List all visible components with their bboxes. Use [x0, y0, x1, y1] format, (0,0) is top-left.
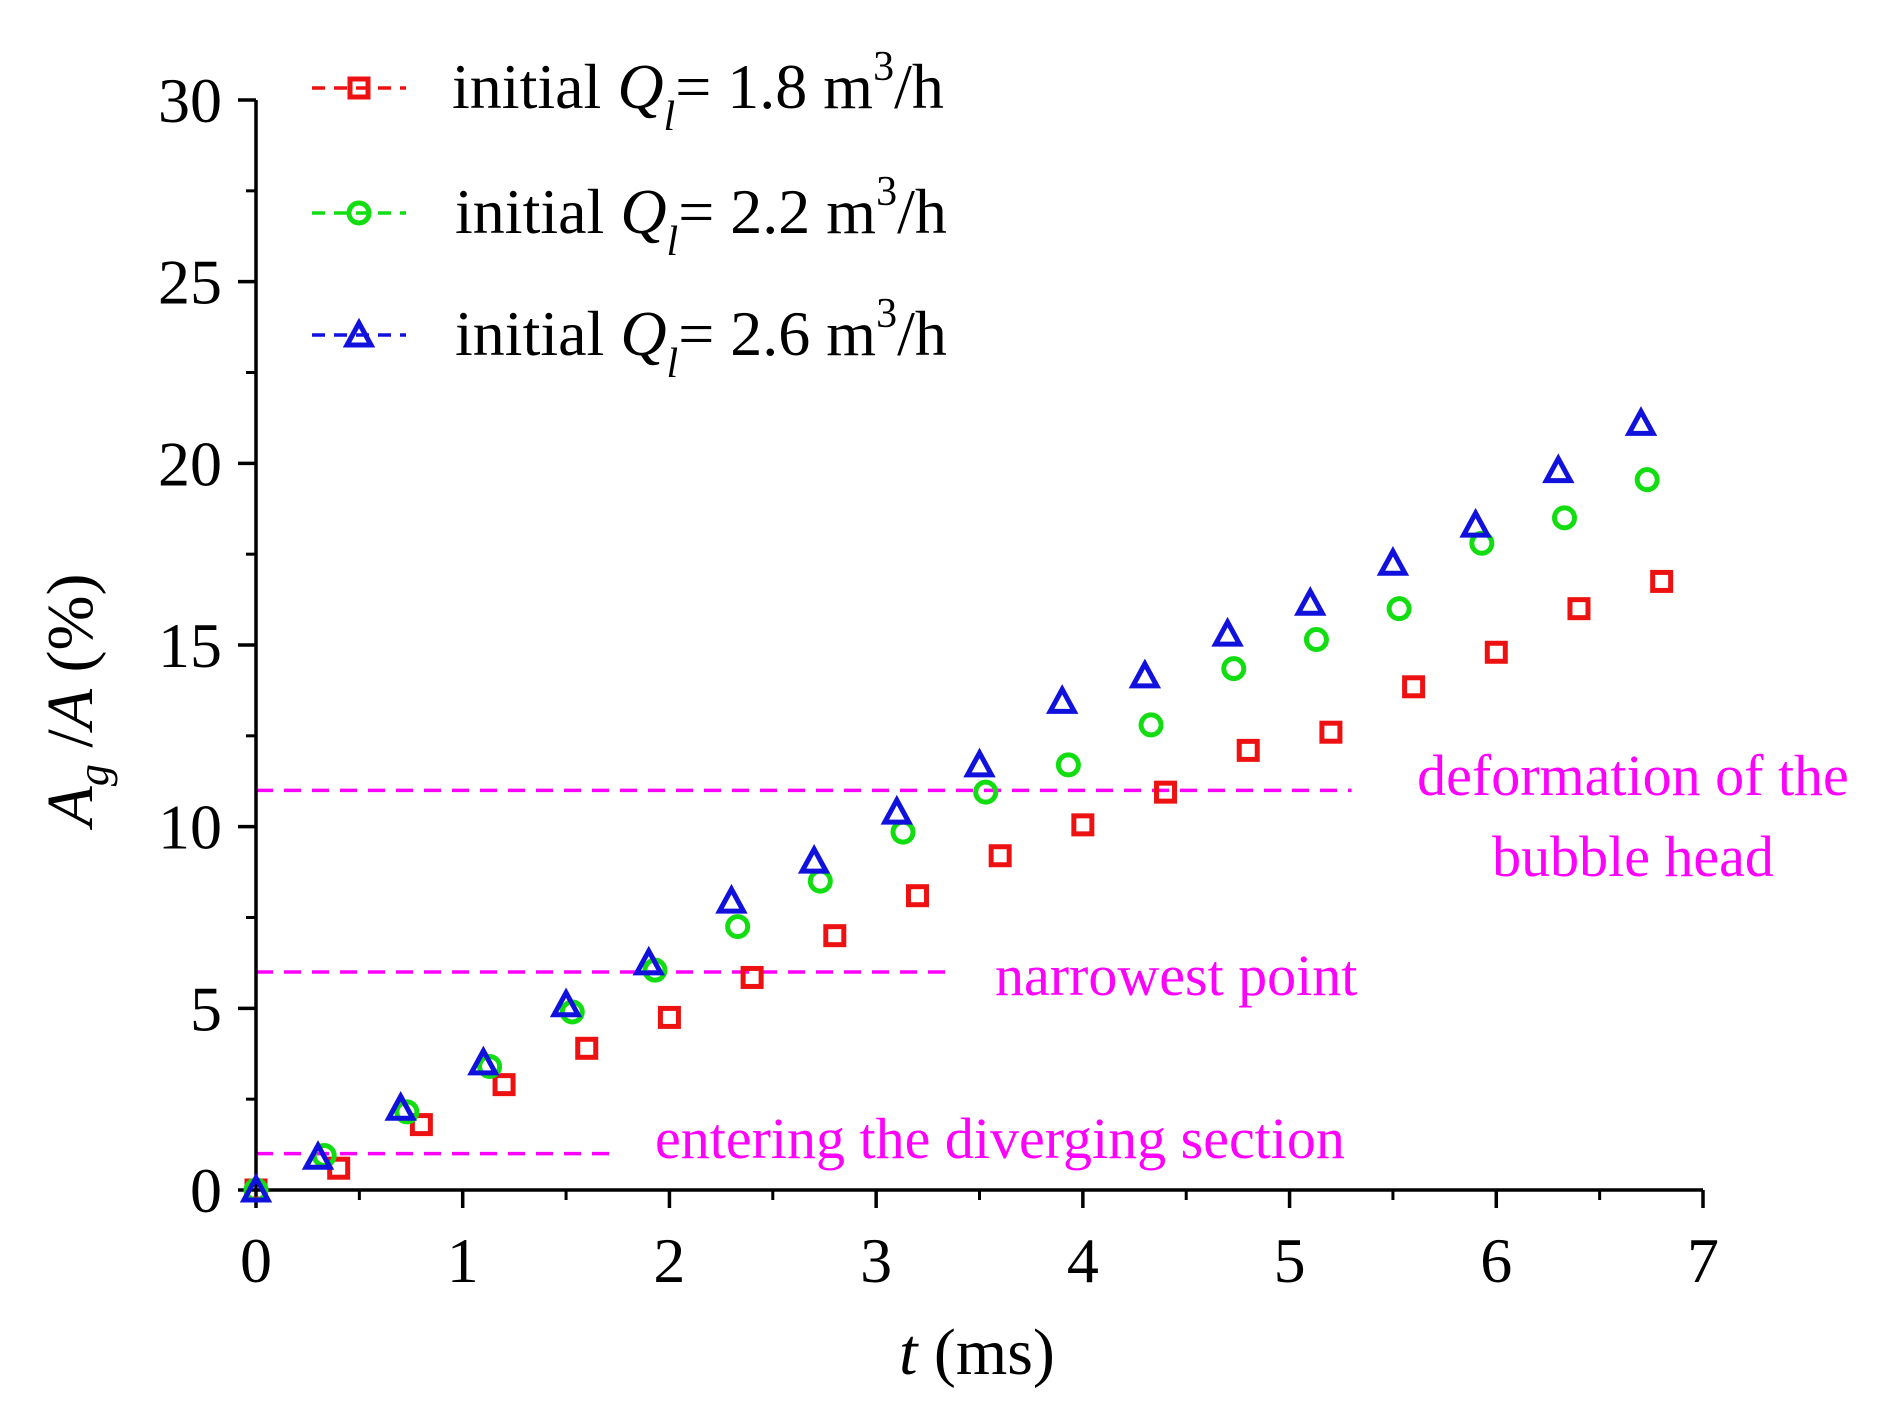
data-point: [384, 1091, 417, 1121]
data-marks: [239, 406, 1674, 1203]
reference-label: bubble head: [1492, 824, 1774, 889]
data-point: [715, 883, 748, 914]
data-point: [880, 794, 914, 825]
x-tick-label: 6: [1480, 1225, 1512, 1296]
y-tick-label: 20: [158, 428, 222, 499]
legend-marker: [346, 200, 372, 226]
data-point: [1459, 507, 1492, 538]
data-point: [1294, 585, 1327, 616]
data-point: [1634, 467, 1660, 493]
data-point: [725, 914, 751, 940]
data-point: [1211, 616, 1244, 647]
legend-label: initial Ql= 2.2 m3/h: [455, 169, 947, 265]
data-point: [988, 844, 1012, 868]
data-point: [1402, 675, 1426, 699]
data-point: [1650, 569, 1674, 593]
data-point: [301, 1140, 335, 1170]
reference-label: narrowest point: [995, 943, 1357, 1008]
data-point: [740, 965, 764, 989]
data-point: [1055, 752, 1081, 778]
x-tick-label: 1: [447, 1225, 479, 1296]
data-point: [1045, 684, 1079, 714]
data-point: [1386, 596, 1412, 622]
data-point: [1071, 813, 1095, 837]
data-point: [575, 1036, 599, 1060]
data-point: [890, 819, 916, 845]
data-point: [1624, 406, 1658, 436]
data-point: [1319, 720, 1343, 744]
y-tick-label: 25: [158, 247, 222, 318]
data-point: [492, 1073, 516, 1097]
data-point: [1303, 627, 1329, 653]
data-point: [823, 924, 847, 948]
legend-item-2: initial Ql= 2.2 m3/h: [312, 169, 947, 265]
legend-item-1: initial Ql= 1.8 m3/h: [312, 44, 944, 140]
y-tick-label: 0: [190, 1155, 222, 1226]
y-tick-label: 15: [158, 610, 222, 681]
data-point: [657, 1005, 681, 1029]
data-point: [963, 747, 996, 778]
data-point: [807, 868, 833, 894]
legend-label: initial Ql= 1.8 m3/h: [452, 44, 944, 140]
data-point: [1128, 658, 1162, 689]
y-tick-label: 30: [158, 65, 222, 136]
data-point: [1552, 505, 1578, 531]
data-point: [1567, 597, 1591, 621]
data-point: [409, 1113, 433, 1137]
data-point: [973, 779, 999, 805]
data-point: [1376, 546, 1410, 576]
x-tick-label: 3: [860, 1225, 892, 1296]
data-point: [1138, 712, 1164, 738]
data-point: [632, 945, 665, 976]
data-point: [1484, 640, 1508, 664]
y-tick-label: 10: [158, 792, 222, 863]
legend: initial Ql= 1.8 m3/h initial Ql= 2.2 m3/h…: [312, 44, 947, 387]
data-point: [905, 884, 929, 908]
data-point: [467, 1045, 500, 1076]
series-3: [239, 406, 1658, 1203]
x-axis-title: t (ms): [899, 1316, 1055, 1389]
reference-lines: entering the diverging section narrowest …: [256, 743, 1849, 1171]
data-point: [1221, 656, 1247, 682]
reference-label: entering the diverging section: [655, 1106, 1345, 1171]
legend-item-3: initial Ql= 2.6 m3/h: [312, 291, 947, 387]
y-tick-label: 5: [190, 973, 222, 1044]
axes: 0 1 2 3 4 5 6 7 0 5 10 15 20 25 30 t (ms) Ag /A (%): [34, 65, 1719, 1389]
data-point: [1236, 738, 1260, 762]
reference-label: deformation of the: [1417, 743, 1849, 808]
x-tick-label: 2: [653, 1225, 685, 1296]
data-point: [1542, 453, 1575, 484]
data-point: [394, 1099, 420, 1125]
x-tick-label: 4: [1067, 1225, 1099, 1296]
legend-label: initial Ql= 2.6 m3/h: [455, 291, 947, 387]
series-1: [244, 569, 1674, 1202]
x-tick-label: 5: [1274, 1225, 1306, 1296]
data-point: [549, 987, 583, 1018]
data-point: [797, 843, 831, 874]
x-tick-label: 0: [240, 1225, 272, 1296]
series-2: [243, 467, 1660, 1203]
x-tick-label: 7: [1687, 1225, 1719, 1296]
y-axis-title: Ag /A (%): [34, 574, 118, 831]
legend-marker: [342, 317, 376, 348]
legend-marker: [347, 76, 371, 100]
data-point: [477, 1053, 503, 1079]
data-point: [239, 1172, 273, 1203]
data-point: [1154, 780, 1178, 804]
